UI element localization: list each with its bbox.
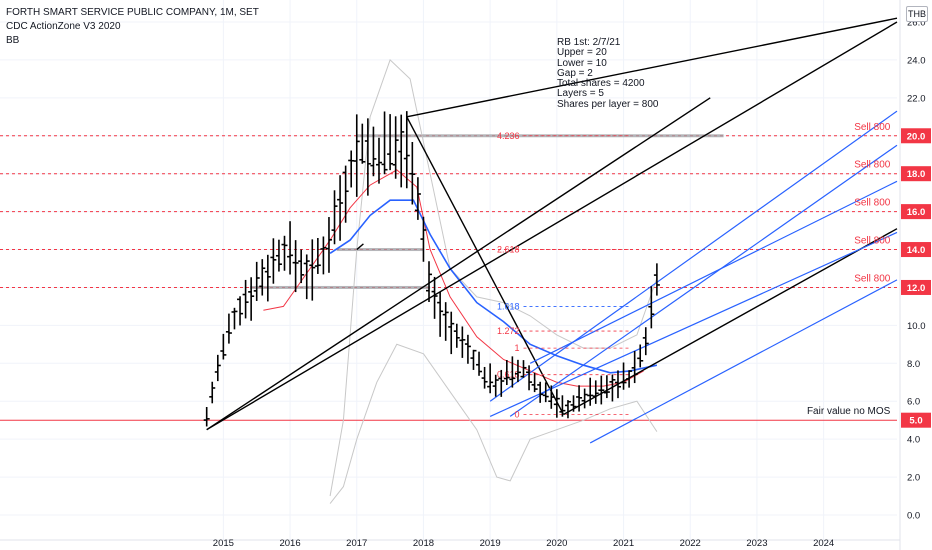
price-axis[interactable] [900,0,932,550]
y-tick-label: 6.0 [907,397,920,408]
price-label-text: 12.0 [907,283,926,294]
note-line-7: Shares per layer = 800 [557,98,659,110]
channel-line[interactable] [509,144,898,417]
price-label-text: 16.0 [907,207,926,218]
x-tick-label: 2021 [613,538,634,549]
range-box [336,248,424,252]
ema-fast-line [263,169,644,387]
trend-line[interactable] [563,228,898,416]
level-label: Sell 800 [854,160,891,171]
bb-upper [329,59,658,497]
bb-lower [329,343,658,504]
fib-label: 4.236 [497,131,520,141]
ema-slow-line [329,199,658,374]
currency-badge[interactable]: THB [906,6,928,22]
channel-line[interactable] [529,180,898,364]
chart-legend: FORTH SMART SERVICE PUBLIC COMPANY, 1M, … [6,6,259,48]
x-tick-label: 2022 [680,538,701,549]
range-box [356,134,724,138]
note-line-4: Gap = 2 [557,67,593,79]
fib-label: 0 [514,410,519,420]
indicator-cdc[interactable]: CDC ActionZone V3 2020 [6,21,121,32]
x-tick-label: 2023 [746,538,767,549]
channel-line[interactable] [489,110,898,402]
note-line-1: RB 1st: 2/7/21 [557,37,621,48]
price-label-box [901,166,931,182]
trend-line[interactable] [206,97,711,431]
price-label-text: 18.0 [907,169,926,180]
fib-label: 1 [514,343,519,353]
level-label: Sell 800 [854,122,891,133]
x-tick-label: 2017 [346,538,367,549]
price-label-box [901,204,931,220]
y-tick-label: 8.0 [907,359,920,370]
price-label-box [901,412,931,428]
annotation-note[interactable]: RB 1st: 2/7/21 Upper = 20 Lower = 10 Gap… [557,37,659,110]
price-label-box [901,242,931,258]
level-label: Fair value no MOS [807,406,891,417]
x-tick-label: 2020 [546,538,567,549]
y-tick-label: 22.0 [907,93,926,104]
x-tick-label: 2016 [279,538,300,549]
level-label: Sell 800 [854,273,891,284]
level-label: Sell 800 [854,236,891,247]
y-tick-label: 2.0 [907,473,920,484]
x-tick-label: 2024 [813,538,834,549]
note-line-3: Lower = 10 [557,57,607,69]
note-line-5: Total shares = 4200 [557,78,645,90]
y-tick-label: 26.0 [907,18,926,29]
fib-label: 1.272 [497,326,520,336]
channel-line[interactable] [489,231,898,417]
price-label-text: 5.0 [909,416,922,427]
note-line-2: Upper = 20 [557,47,607,59]
x-tick-label: 2015 [213,538,234,549]
price-label-text: 20.0 [907,131,926,142]
y-tick-label: 0.0 [907,511,920,522]
fib-label: 0.618 [497,370,520,380]
y-tick-label: 10.0 [907,321,926,332]
fib-label: 1.618 [497,301,520,311]
channel-line[interactable] [589,279,898,444]
trend-line[interactable] [206,21,898,431]
range-box [250,285,431,289]
price-label-box [901,128,931,144]
price-label-text: 14.0 [907,245,926,256]
y-tick-label: 4.0 [907,435,920,446]
chart-title: FORTH SMART SERVICE PUBLIC COMPANY, 1M, … [6,7,259,18]
trend-line[interactable] [356,243,364,251]
price-label-box [901,279,931,295]
y-tick-label: 24.0 [907,55,926,66]
level-label: Sell 800 [854,198,891,209]
note-line-6: Layers = 5 [557,88,604,100]
x-tick-label: 2018 [413,538,434,549]
trend-line[interactable] [406,116,565,415]
x-tick-label: 2019 [480,538,501,549]
indicator-bb[interactable]: BB [6,35,20,46]
trend-line[interactable] [406,17,898,118]
fib-label: 2.618 [497,245,520,255]
